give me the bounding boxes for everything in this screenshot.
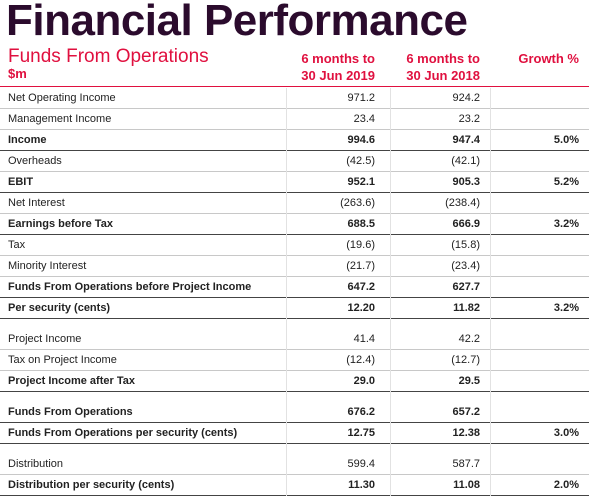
table-row: Funds From Operations per security (cent… xyxy=(0,423,589,444)
column-separator xyxy=(390,88,391,496)
row-label: Earnings before Tax xyxy=(8,218,113,230)
cell-value: 41.4 xyxy=(353,333,375,345)
row-label: Tax on Project Income xyxy=(8,354,117,366)
table-row: EBIT 952.1 905.3 5.2% xyxy=(0,172,589,193)
header-rule xyxy=(0,86,589,87)
cell-value: 2.0% xyxy=(553,479,579,491)
cell-value: (12.7) xyxy=(451,354,480,366)
cell-value: 947.4 xyxy=(452,134,480,146)
row-label: Minority Interest xyxy=(8,260,87,272)
cell-value: 3.0% xyxy=(553,427,579,439)
column-separator xyxy=(286,88,287,496)
cell-value: 952.1 xyxy=(347,176,375,188)
cell-value: 29.5 xyxy=(458,375,480,387)
table-row: Tax on Project Income (12.4) (12.7) xyxy=(0,350,589,371)
cell-value: 12.20 xyxy=(347,302,375,314)
cell-value: 688.5 xyxy=(347,218,375,230)
table-row: Income 994.6 947.4 5.0% xyxy=(0,130,589,151)
table-row: Management Income 23.4 23.2 xyxy=(0,109,589,130)
cell-value: (42.5) xyxy=(346,155,375,167)
table-row: Overheads (42.5) (42.1) xyxy=(0,151,589,172)
cell-value: 12.38 xyxy=(452,427,480,439)
cell-value: 12.75 xyxy=(347,427,375,439)
row-label: Funds From Operations per security (cent… xyxy=(8,427,238,439)
cell-value: 627.7 xyxy=(452,281,480,293)
cell-value: (23.4) xyxy=(451,260,480,272)
column-header: 6 months to 30 Jun 2018 xyxy=(406,50,480,84)
cell-value: 924.2 xyxy=(452,92,480,104)
row-label: Distribution per security (cents) xyxy=(8,479,175,491)
cell-value: 11.08 xyxy=(453,479,480,491)
title: Financial Performance xyxy=(6,0,468,45)
table-row: Minority Interest (21.7) (23.4) xyxy=(0,256,589,277)
row-label: Net Interest xyxy=(8,197,65,209)
table-row: Net Interest (263.6) (238.4) xyxy=(0,193,589,214)
table-row: Per security (cents) 12.20 11.82 3.2% xyxy=(0,298,589,319)
row-label: Distribution xyxy=(8,458,64,470)
cell-value: 599.4 xyxy=(347,458,375,470)
cell-value: 587.7 xyxy=(452,458,480,470)
cell-value: 647.2 xyxy=(347,281,375,293)
column-header: 6 months to 30 Jun 2019 xyxy=(301,50,375,84)
table-row: Funds From Operations before Project Inc… xyxy=(0,277,589,298)
row-label: Funds From Operations before Project Inc… xyxy=(8,281,252,293)
cell-value: (19.6) xyxy=(346,239,375,251)
cell-value: 905.3 xyxy=(452,176,480,188)
cell-value: 971.2 xyxy=(347,92,375,104)
row-label: Management Income xyxy=(8,113,112,125)
table-row: Project Income after Tax 29.0 29.5 xyxy=(0,371,589,392)
cell-value: 994.6 xyxy=(347,134,375,146)
cell-value: (15.8) xyxy=(451,239,480,251)
cell-value: 23.2 xyxy=(458,113,480,125)
cell-value: 11.82 xyxy=(453,302,480,314)
cell-value: 3.2% xyxy=(553,302,579,314)
cell-value: 3.2% xyxy=(553,218,579,230)
cell-value: 5.2% xyxy=(553,176,579,188)
row-label: Project Income xyxy=(8,333,82,345)
column-header-line: 30 Jun 2019 xyxy=(301,68,375,83)
cell-value: 5.0% xyxy=(553,134,579,146)
table-row: Distribution 599.4 587.7 xyxy=(0,454,589,475)
table-row: Earnings before Tax 688.5 666.9 3.2% xyxy=(0,214,589,235)
cell-value: 657.2 xyxy=(452,406,480,418)
row-label: EBIT xyxy=(8,176,34,188)
cell-value: 29.0 xyxy=(353,375,375,387)
table-row: Funds From Operations 676.2 657.2 xyxy=(0,402,589,423)
unit: $m xyxy=(8,66,27,81)
cell-value: 23.4 xyxy=(353,113,375,125)
row-label: Per security (cents) xyxy=(8,302,111,314)
subtitle: Funds From Operations xyxy=(8,46,209,67)
column-header-line: 30 Jun 2018 xyxy=(406,68,480,83)
cell-value: (263.6) xyxy=(340,197,375,209)
column-separator xyxy=(490,88,491,496)
table-row: Net Operating Income 971.2 924.2 xyxy=(0,88,589,109)
row-label: Overheads xyxy=(8,155,62,167)
row-label: Income xyxy=(8,134,47,146)
row-label: Net Operating Income xyxy=(8,92,116,104)
table-row: Project Income 41.4 42.2 xyxy=(0,329,589,350)
row-label: Funds From Operations xyxy=(8,406,133,418)
cell-value: (21.7) xyxy=(346,260,375,272)
row-label: Project Income after Tax xyxy=(8,375,135,387)
column-header: Growth % xyxy=(518,50,579,67)
column-header-line: 6 months to xyxy=(406,51,480,66)
cell-value: 11.30 xyxy=(348,479,375,491)
cell-value: (12.4) xyxy=(346,354,375,366)
row-label: Tax xyxy=(8,239,26,251)
cell-value: 666.9 xyxy=(452,218,480,230)
table-row: Distribution per security (cents) 11.30 11… xyxy=(0,475,589,496)
cell-value: 676.2 xyxy=(347,406,375,418)
cell-value: (238.4) xyxy=(445,197,480,209)
cell-value: 42.2 xyxy=(458,333,480,345)
cell-value: (42.1) xyxy=(451,155,480,167)
column-header-line: 6 months to xyxy=(301,51,375,66)
column-header-line: Growth % xyxy=(518,51,579,66)
table-row: Tax (19.6) (15.8) xyxy=(0,235,589,256)
